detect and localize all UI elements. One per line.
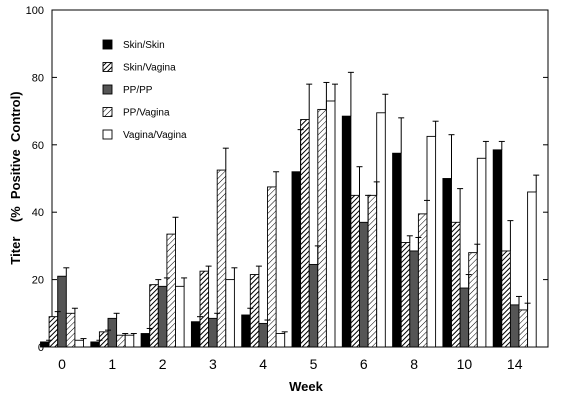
y-tick-label: 40	[32, 207, 44, 219]
bar	[107, 317, 118, 348]
y-axis-title: Titer (% Positive Control)	[8, 91, 23, 264]
bar	[216, 169, 227, 348]
x-tick-label: 6	[360, 356, 368, 372]
bar	[359, 221, 369, 348]
x-tick-label: 5	[310, 356, 318, 372]
bar	[199, 270, 210, 348]
x-tick-label: 8	[410, 356, 418, 372]
x-tick-label: 0	[58, 356, 66, 372]
legend-label: Skin/Vagina	[123, 63, 176, 74]
bar	[476, 157, 487, 348]
bar	[308, 263, 319, 348]
bar	[501, 250, 511, 348]
error-bars-layer	[46, 71, 540, 342]
bar	[267, 186, 277, 348]
x-tick-label: 14	[507, 356, 523, 372]
bar	[291, 171, 302, 348]
legend-swatch	[102, 129, 113, 140]
bar	[426, 135, 437, 348]
bar	[392, 152, 402, 348]
bar	[241, 314, 251, 348]
legend: Skin/Skin Skin/Vagina PP/PP PP/Vagina Vagina…	[102, 39, 187, 141]
bar	[509, 304, 520, 348]
x-tick-label: 4	[259, 356, 267, 372]
bar	[350, 194, 360, 348]
bar	[317, 108, 327, 348]
bar	[48, 316, 59, 348]
legend-swatch	[102, 39, 113, 50]
y-tick-label: 0	[38, 342, 44, 354]
y-axis: 0 20 40 60 80 100	[26, 5, 548, 354]
bar	[149, 284, 159, 348]
bar	[74, 339, 84, 348]
bar	[166, 233, 176, 348]
bars-layer	[40, 100, 537, 348]
bar	[175, 285, 185, 348]
bar	[258, 322, 268, 348]
bar	[325, 100, 336, 348]
bar	[124, 334, 135, 348]
bar	[98, 331, 109, 348]
x-tick-label: 1	[108, 356, 116, 372]
bar	[400, 242, 411, 348]
bar	[341, 115, 352, 348]
bar	[468, 252, 478, 348]
bar	[65, 312, 76, 348]
bar	[459, 287, 470, 348]
bar	[300, 119, 310, 348]
bar	[527, 191, 537, 348]
bar	[249, 274, 260, 348]
bar	[157, 285, 168, 348]
x-tick-label: 2	[159, 356, 167, 372]
y-tick-label: 60	[32, 140, 44, 152]
legend-label: PP/PP	[123, 85, 153, 96]
y-tick-label: 20	[32, 275, 44, 287]
bar	[190, 321, 201, 348]
legend-swatch	[102, 84, 113, 95]
bar	[518, 309, 529, 348]
x-tick-label: 10	[457, 356, 473, 372]
x-tick-label: 3	[209, 356, 217, 372]
bar	[417, 213, 428, 348]
legend-swatch	[102, 107, 113, 117]
bar	[492, 149, 503, 348]
bar	[367, 194, 378, 348]
legend-swatch	[102, 62, 113, 72]
x-axis-title: Week	[289, 379, 323, 394]
bar	[225, 279, 235, 348]
bar	[90, 341, 100, 348]
bar	[451, 221, 461, 348]
legend-label: Skin/Skin	[123, 40, 165, 51]
bar	[116, 334, 126, 348]
bar	[442, 178, 452, 348]
bar	[208, 317, 218, 348]
bar	[376, 112, 386, 348]
bar	[275, 333, 286, 348]
bar	[409, 250, 419, 348]
bar	[40, 341, 50, 348]
legend-label: Vagina/Vagina	[123, 130, 187, 141]
y-tick-label: 100	[26, 5, 44, 17]
y-tick-label: 80	[32, 72, 44, 84]
bar	[140, 333, 151, 348]
legend-label: PP/Vagina	[123, 108, 170, 119]
